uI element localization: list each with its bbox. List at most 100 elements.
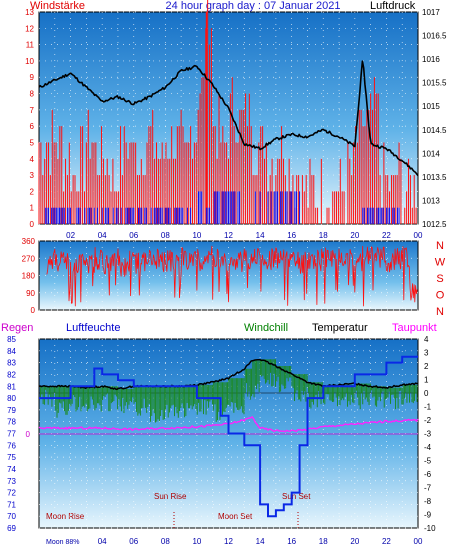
temperature-tick-label: -5 — [424, 457, 432, 466]
wind-tick-label: 1 — [30, 204, 35, 213]
temperature-tick-label: 0 — [424, 389, 429, 398]
wind-tick-label: 13 — [25, 8, 34, 17]
temperature-tick-label: -9 — [424, 511, 432, 520]
humidity-tick-label: 84 — [7, 347, 16, 356]
wind-tick-label: 11 — [26, 41, 35, 50]
compass-label: W — [435, 257, 446, 269]
moon-phase-label: Moon 88% — [46, 539, 79, 546]
panel1-x-tick-label: 12 — [224, 231, 233, 240]
moon-rise-label: Moon Rise — [46, 512, 85, 521]
humidity-tick-label: 79 — [7, 406, 16, 415]
wind-tick-label: 7 — [30, 106, 35, 115]
rain-zero-label: 0 — [26, 430, 31, 439]
panel1-x-tick-label: 16 — [287, 231, 296, 240]
legend-regen: Regen — [1, 322, 33, 334]
moon-set-label: Moon Set — [218, 512, 253, 521]
pressure-tick-label: 1014.5 — [422, 126, 447, 135]
temperature-tick-label: -6 — [424, 470, 432, 479]
humidity-tick-label: 85 — [7, 335, 16, 344]
pressure-tick-label: 1013.5 — [422, 173, 447, 182]
pressure-tick-label: 1015 — [422, 102, 440, 111]
legend-luftfeuchte: Luftfeuchte — [66, 322, 120, 334]
temperature-tick-label: -3 — [424, 430, 432, 439]
humidity-line — [39, 355, 418, 518]
temperature-tick-label: -10 — [424, 524, 436, 533]
temperature-tick-label: -2 — [424, 416, 432, 425]
panel1-x-tick-label: 14 — [256, 231, 265, 240]
pressure-tick-label: 1015.5 — [422, 79, 447, 88]
humidity-tick-label: 77 — [7, 430, 16, 439]
panel1-x-tick-label: 22 — [382, 231, 391, 240]
wind-tick-label: 6 — [30, 122, 35, 131]
wind-tick-label: 3 — [30, 171, 35, 180]
panel1-x-tick-label: 02 — [66, 231, 75, 240]
temperature-tick-label: -4 — [424, 443, 432, 452]
panel1-x-tick-label: 00 — [414, 231, 423, 240]
humidity-tick-label: 80 — [7, 394, 16, 403]
pressure-axis-title: Luftdruck — [370, 0, 416, 12]
compass-label: N — [436, 240, 444, 252]
panel3-x-tick-label: 18 — [319, 537, 328, 546]
temperature-tick-label: 4 — [424, 335, 429, 344]
panel1-x-tick-label: 06 — [129, 231, 138, 240]
wind-tick-label: 0 — [30, 220, 35, 229]
panel3-x-tick-label: 14 — [256, 537, 265, 546]
temperature-tick-label: -7 — [424, 484, 432, 493]
wind-tick-label: 2 — [30, 187, 35, 196]
panel1-x-tick-label: 10 — [192, 231, 201, 240]
humidity-tick-label: 69 — [7, 524, 16, 533]
panel3-x-tick-label: 10 — [192, 537, 201, 546]
panel3-x-tick-label: 20 — [350, 537, 359, 546]
humidity-tick-label: 74 — [7, 465, 16, 474]
marks-layer — [38, 0, 419, 518]
panel3-x-tick-label: 12 — [224, 537, 233, 546]
humidity-tick-label: 70 — [7, 512, 16, 521]
wind-direction-line — [46, 245, 418, 307]
panel3-x-tick-label: 00 — [414, 537, 423, 546]
compass-label: O — [436, 290, 445, 302]
wind-tick-label: 9 — [30, 73, 35, 82]
pressure-line — [38, 60, 419, 177]
pressure-tick-label: 1014 — [422, 149, 440, 158]
direction-tick-label: 90 — [26, 289, 35, 298]
legend-windchill: Windchill — [244, 322, 288, 334]
temperature-tick-label: 3 — [424, 349, 429, 358]
wind-tick-label: 4 — [30, 155, 35, 164]
pressure-tick-label: 1016.5 — [422, 32, 447, 41]
tick-layer: 13121110987654321010171016.510161015.510… — [7, 8, 447, 546]
panel1-x-tick-label: 04 — [98, 231, 107, 240]
wind-axis-title: Windstärke — [30, 0, 85, 12]
pressure-tick-label: 1017 — [422, 8, 440, 17]
temperature-tick-label: 1 — [424, 376, 429, 385]
pressure-tick-label: 1012.5 — [422, 220, 447, 229]
wind-tick-label: 5 — [30, 138, 35, 147]
sun-set-label: Sun Set — [282, 492, 311, 501]
chart-title: 24 hour graph day : 07 Januar 2021 — [166, 0, 341, 12]
humidity-tick-label: 71 — [7, 500, 16, 509]
humidity-tick-label: 82 — [7, 370, 16, 379]
humidity-tick-label: 78 — [7, 418, 16, 427]
panel1-x-tick-label: 18 — [319, 231, 328, 240]
temperature-tick-label: -8 — [424, 497, 432, 506]
humidity-tick-label: 81 — [7, 382, 16, 391]
temperature-tick-label: 2 — [424, 362, 429, 371]
wind-tick-label: 12 — [25, 24, 34, 33]
humidity-tick-label: 76 — [7, 441, 16, 450]
panel3-x-tick-label: 16 — [287, 537, 296, 546]
direction-tick-label: 180 — [22, 272, 36, 281]
direction-tick-label: 270 — [22, 254, 36, 263]
wind-tick-label: 8 — [30, 90, 35, 99]
direction-tick-label: 360 — [22, 237, 36, 246]
panel3-x-tick-label: 08 — [161, 537, 170, 546]
panel3-x-tick-label: 06 — [129, 537, 138, 546]
pressure-tick-label: 1016 — [422, 55, 440, 64]
humidity-tick-label: 72 — [7, 489, 16, 498]
humidity-tick-label: 73 — [7, 477, 16, 486]
temperature-tick-label: -1 — [424, 403, 432, 412]
panel1-x-tick-label: 20 — [350, 231, 359, 240]
panel3-x-tick-label: 04 — [98, 537, 107, 546]
sun-rise-label: Sun Rise — [154, 492, 187, 501]
humidity-tick-label: 75 — [7, 453, 16, 462]
